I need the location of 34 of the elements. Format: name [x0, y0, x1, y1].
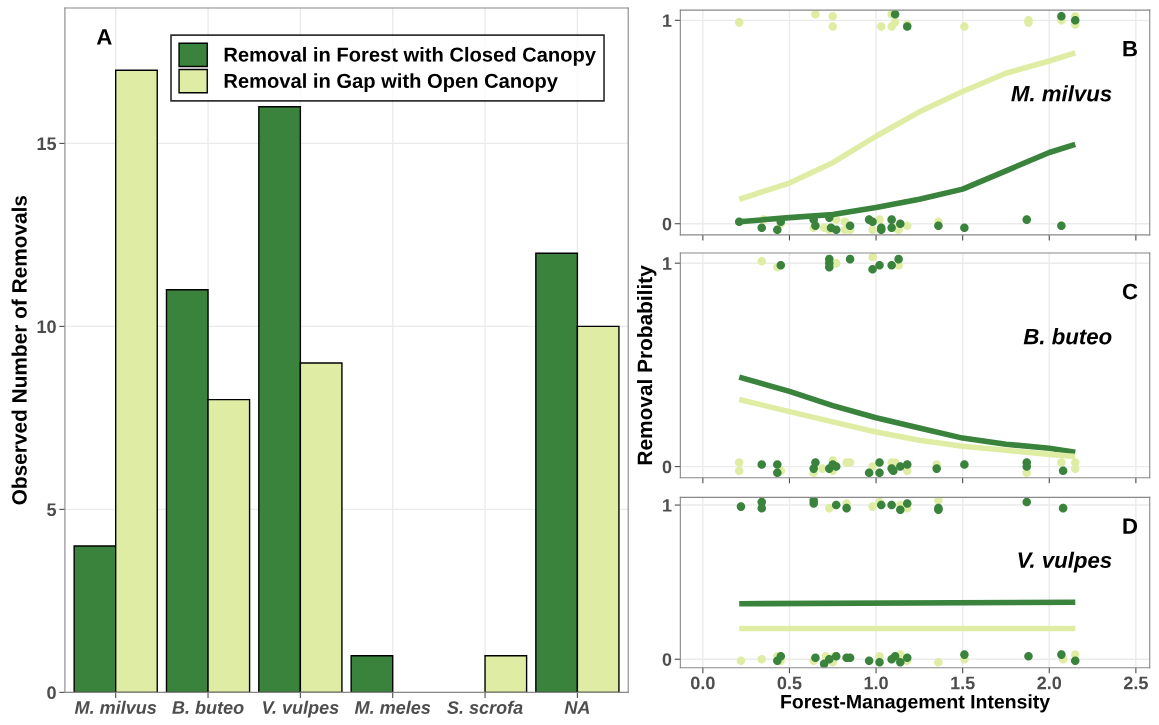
y-tick-label: 1 — [663, 257, 672, 270]
x-tick-label: V. vulpes — [263, 700, 339, 718]
annotation: V. vulpes — [1018, 551, 1112, 573]
x-tick-label: 1.0 — [864, 676, 888, 690]
legend-label: Removal in Gap with Open Canopy — [224, 73, 558, 92]
y-tick-label: 5 — [47, 503, 57, 517]
x-tick-label: 0.0 — [691, 676, 715, 690]
x-tick-label: M. milvus — [74, 700, 157, 714]
x-tick-label: B. buteo — [172, 700, 244, 714]
x-tick-label: S. scrofa — [447, 700, 523, 714]
y-tick-label: 10 — [37, 320, 56, 334]
y-axis-title: Observed Number of Removals — [11, 195, 27, 505]
y-tick-label: 1 — [663, 14, 672, 27]
annotation: B. buteo — [1023, 328, 1112, 345]
y-tick-label: 0 — [47, 686, 56, 700]
x-tick-label: 2.5 — [1123, 676, 1148, 690]
x-tick-label: 2.0 — [1037, 676, 1062, 690]
annotation: B — [1123, 41, 1137, 57]
y-tick-label: 0 — [662, 217, 672, 231]
x-tick-label: NA — [564, 701, 590, 714]
y-tick-label: 0 — [662, 653, 672, 666]
annotation: A — [96, 29, 112, 45]
annotation: D — [1123, 518, 1138, 534]
y-tick-label: 1 — [663, 499, 672, 512]
y-tick-label: 15 — [37, 137, 57, 151]
legend-label: Removal in Forest with Closed Canopy — [224, 46, 596, 66]
x-tick-label: 1.5 — [951, 676, 975, 690]
x-axis-title: Forest-Management Intensity — [781, 694, 1050, 713]
x-tick-label: M. meles — [354, 700, 431, 714]
x-tick-label: 0.5 — [777, 676, 802, 690]
annotation: C — [1122, 283, 1138, 300]
y-axis-title: Removal Probability — [636, 265, 657, 465]
annotation: M. milvus — [1011, 85, 1112, 102]
y-tick-label: 0 — [662, 460, 672, 474]
